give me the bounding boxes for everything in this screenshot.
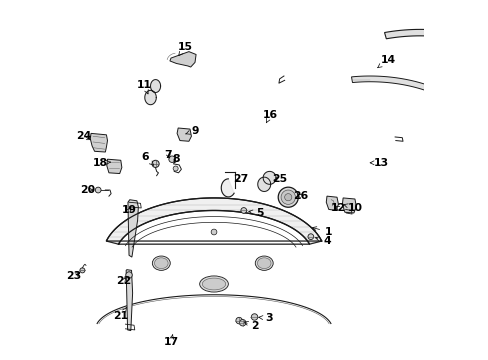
Polygon shape bbox=[351, 76, 479, 123]
Text: 6: 6 bbox=[141, 152, 153, 165]
Ellipse shape bbox=[199, 276, 228, 292]
Text: 10: 10 bbox=[343, 203, 363, 213]
Polygon shape bbox=[221, 179, 234, 197]
Text: 13: 13 bbox=[369, 158, 388, 168]
Text: 24: 24 bbox=[76, 131, 91, 141]
Text: 25: 25 bbox=[271, 174, 286, 184]
Circle shape bbox=[281, 190, 295, 204]
Text: 3: 3 bbox=[258, 313, 272, 323]
Polygon shape bbox=[150, 80, 160, 93]
Circle shape bbox=[211, 229, 217, 235]
Text: 16: 16 bbox=[262, 110, 277, 123]
Text: 21: 21 bbox=[113, 308, 128, 320]
Polygon shape bbox=[144, 90, 156, 105]
Text: 12: 12 bbox=[330, 203, 346, 213]
Circle shape bbox=[173, 166, 178, 171]
Text: 2: 2 bbox=[244, 321, 259, 331]
Ellipse shape bbox=[257, 258, 270, 269]
Polygon shape bbox=[128, 200, 138, 257]
Text: 14: 14 bbox=[377, 55, 395, 68]
Text: 22: 22 bbox=[116, 276, 131, 286]
Polygon shape bbox=[106, 159, 122, 174]
Text: 26: 26 bbox=[293, 191, 308, 201]
Polygon shape bbox=[325, 196, 338, 211]
Text: 19: 19 bbox=[122, 206, 136, 216]
Polygon shape bbox=[384, 30, 488, 115]
Circle shape bbox=[95, 187, 101, 193]
Polygon shape bbox=[126, 270, 132, 330]
Text: 8: 8 bbox=[172, 154, 180, 164]
Ellipse shape bbox=[255, 256, 273, 270]
Text: 15: 15 bbox=[178, 42, 192, 56]
Polygon shape bbox=[106, 198, 321, 244]
Circle shape bbox=[239, 319, 245, 326]
Ellipse shape bbox=[152, 256, 170, 270]
Circle shape bbox=[251, 314, 257, 320]
Text: 11: 11 bbox=[136, 80, 151, 94]
Text: 4: 4 bbox=[315, 236, 330, 246]
Polygon shape bbox=[90, 134, 107, 152]
Text: 23: 23 bbox=[66, 271, 81, 281]
Circle shape bbox=[235, 318, 242, 324]
Polygon shape bbox=[342, 198, 356, 213]
Ellipse shape bbox=[154, 258, 168, 269]
Polygon shape bbox=[177, 128, 191, 141]
Text: 20: 20 bbox=[80, 185, 95, 195]
Polygon shape bbox=[169, 51, 196, 67]
Text: 1: 1 bbox=[312, 227, 332, 237]
Circle shape bbox=[284, 194, 291, 201]
Text: 5: 5 bbox=[248, 208, 263, 218]
Circle shape bbox=[241, 208, 246, 213]
Circle shape bbox=[125, 272, 132, 278]
Text: 18: 18 bbox=[93, 158, 110, 168]
Circle shape bbox=[168, 156, 175, 162]
Text: 9: 9 bbox=[185, 126, 198, 135]
Circle shape bbox=[307, 234, 313, 239]
Circle shape bbox=[278, 187, 298, 207]
Circle shape bbox=[80, 268, 85, 273]
Text: 7: 7 bbox=[164, 150, 172, 160]
Polygon shape bbox=[257, 177, 270, 192]
Circle shape bbox=[152, 160, 159, 167]
Polygon shape bbox=[263, 171, 276, 184]
Text: 17: 17 bbox=[163, 334, 178, 347]
Ellipse shape bbox=[202, 278, 225, 290]
Text: 27: 27 bbox=[233, 174, 248, 184]
